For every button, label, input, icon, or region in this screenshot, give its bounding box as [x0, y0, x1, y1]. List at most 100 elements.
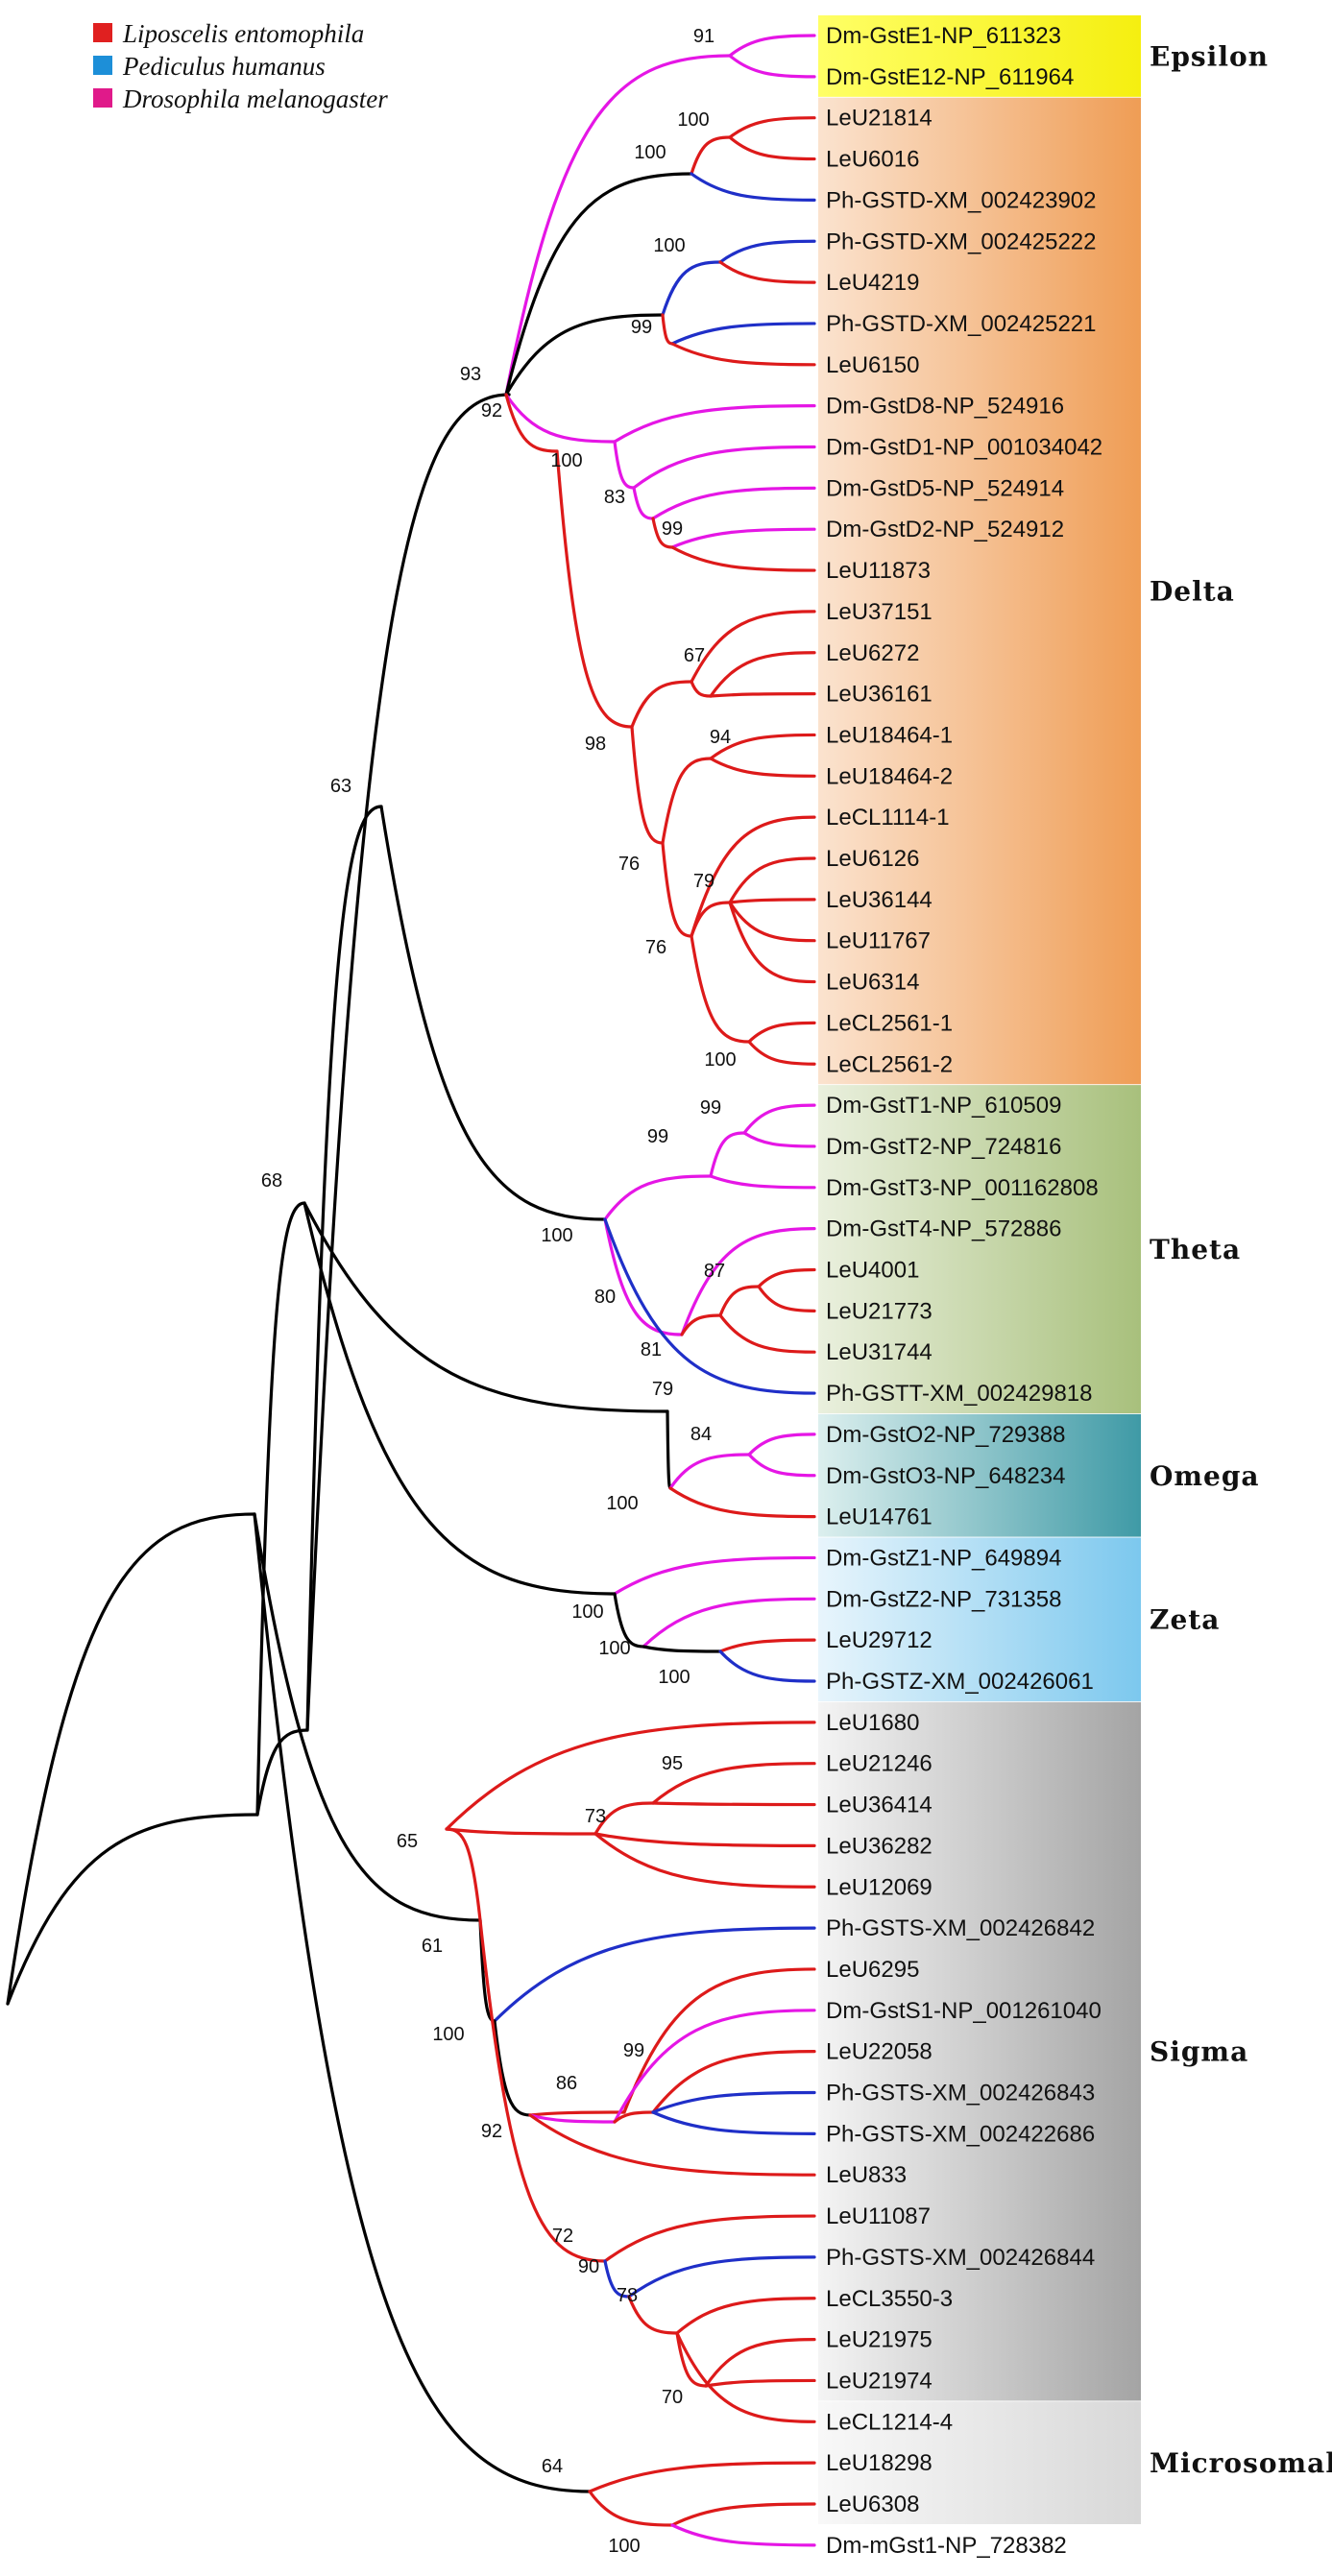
family-band — [818, 15, 1141, 97]
branch — [603, 1217, 684, 1336]
leaf-label: Ph-GSTS-XM_002422686 — [826, 2121, 1095, 2147]
branch — [728, 116, 816, 139]
branch — [613, 2110, 655, 2124]
leaf-label: LeU22058 — [826, 2039, 932, 2065]
branch — [718, 1638, 816, 1653]
leaf-label: LeU6295 — [826, 1957, 919, 1983]
branch — [747, 1453, 816, 1478]
leaf-label: LeCL1214-4 — [826, 2409, 953, 2435]
branch — [593, 1832, 816, 1847]
branch — [630, 725, 665, 845]
bootstrap-value: 100 — [550, 450, 582, 471]
leaf-label: Dm-GstD5-NP_524914 — [826, 475, 1064, 501]
leaf-label: LeU36144 — [826, 887, 932, 913]
bootstrap-value: 73 — [585, 1806, 606, 1827]
legend-swatch — [93, 23, 112, 42]
branch — [379, 805, 607, 1221]
family-band — [818, 97, 1141, 1085]
branch — [613, 404, 816, 444]
branch — [661, 313, 674, 346]
branch — [661, 757, 713, 845]
leaf-label: LeU14761 — [826, 1505, 932, 1530]
bootstrap-value: 95 — [662, 1753, 683, 1774]
family-bands — [818, 15, 1141, 2524]
bootstrap-value: 72 — [552, 2226, 573, 2247]
leaf-label: Dm-GstT2-NP_724816 — [826, 1134, 1061, 1160]
leaf-label: LeCL1114-1 — [826, 805, 950, 831]
leaf-label: Dm-GstT1-NP_610509 — [826, 1093, 1061, 1119]
branch — [651, 2110, 816, 2135]
leaf-label: LeU21773 — [826, 1298, 932, 1324]
branch — [627, 2295, 679, 2335]
bootstrap-value: 68 — [261, 1170, 282, 1192]
branch — [622, 1967, 816, 2114]
leaf-label: Dm-GstO3-NP_648234 — [826, 1463, 1065, 1489]
bootstrap-value: 100 — [677, 109, 709, 131]
branch — [709, 1174, 816, 1190]
leaf-label: LeCL3550-3 — [826, 2286, 953, 2312]
branch — [528, 2113, 816, 2177]
branch — [680, 1313, 722, 1336]
branch — [728, 135, 816, 161]
branch — [630, 680, 693, 729]
bootstrap-value: 80 — [594, 1287, 616, 1308]
branch — [651, 2050, 816, 2114]
leaf-label: LeU21975 — [826, 2327, 932, 2353]
legend-label: Drosophila melanogaster — [122, 84, 388, 113]
branch — [255, 1201, 306, 1817]
leaf-label: LeCL2561-1 — [826, 1010, 953, 1036]
branch — [670, 527, 816, 549]
branch — [690, 610, 816, 684]
branch — [728, 856, 816, 904]
bootstrap-value: 76 — [618, 854, 640, 875]
leaf-label: LeU6308 — [826, 2492, 919, 2517]
branch — [728, 54, 816, 79]
leaf-label: LeU18464-2 — [826, 763, 953, 789]
family-label: Sigma — [1150, 2036, 1248, 2068]
branch — [445, 1721, 816, 1831]
leaf-label: LeU6150 — [826, 352, 919, 378]
branch — [493, 2019, 532, 2117]
leaf-label: LeCL2561-2 — [826, 1051, 953, 1077]
branch — [478, 1918, 607, 2263]
bootstrap-value: 100 — [658, 1667, 690, 1688]
branch — [690, 135, 732, 176]
legend-label: Liposcelis entomophila — [122, 19, 364, 48]
branch — [757, 1267, 816, 1288]
bootstrap-value: 63 — [330, 776, 351, 797]
branch — [668, 1453, 751, 1490]
branch — [666, 1409, 672, 1490]
branch — [651, 1801, 816, 1807]
branch — [253, 1512, 592, 2493]
bootstrap-value: 64 — [542, 2456, 563, 2477]
branch — [588, 2490, 674, 2527]
branch — [504, 313, 665, 397]
branch — [651, 486, 816, 520]
branch — [303, 1201, 669, 1413]
leaf-label: LeU6272 — [826, 640, 919, 666]
branch — [603, 1217, 816, 1395]
branch — [651, 517, 674, 549]
leaf-label: LeU21246 — [826, 1751, 932, 1777]
bootstrap-value: 78 — [617, 2285, 638, 2306]
leaf-label: LeU6126 — [826, 846, 919, 872]
family-band — [818, 1701, 1141, 2401]
branch — [718, 239, 816, 264]
family-label: Delta — [1150, 575, 1235, 607]
branch — [603, 2259, 631, 2299]
leaf-label: LeU11873 — [826, 558, 931, 584]
bootstrap-value: 87 — [704, 1261, 725, 1282]
family-label: Omega — [1150, 1460, 1260, 1492]
branch — [504, 54, 732, 397]
branch — [588, 2461, 816, 2493]
leaf-label: Dm-GstT3-NP_001162808 — [826, 1175, 1099, 1201]
leaf-label: LeU11087 — [826, 2203, 931, 2229]
branch — [670, 322, 816, 346]
branch — [555, 449, 634, 729]
leaf-label: LeU833 — [826, 2162, 907, 2188]
bootstrap-value: 83 — [604, 487, 625, 508]
branch — [718, 1649, 816, 1683]
branch — [690, 680, 713, 698]
leaf-label: Dm-GstE12-NP_611964 — [826, 64, 1074, 90]
